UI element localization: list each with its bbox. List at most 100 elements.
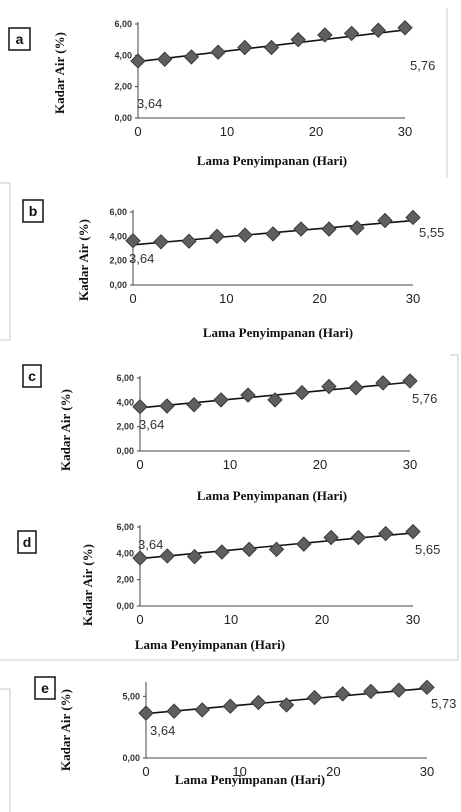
y-tick-label: 6,00 (114, 19, 132, 29)
panel-label: b (29, 203, 38, 219)
data-point (186, 397, 202, 413)
x-tick-label: 10 (223, 457, 237, 472)
y-axis-label: Kadar Air (%) (58, 689, 73, 771)
y-tick-label: 2,00 (109, 256, 127, 266)
y-tick-label: 0,00 (122, 753, 140, 763)
y-tick-label: 5,00 (122, 691, 140, 701)
data-point (209, 228, 225, 245)
data-point (166, 703, 182, 719)
x-tick-label: 0 (142, 764, 149, 779)
data-point (363, 683, 379, 700)
data-point (181, 233, 197, 249)
panel-label: d (23, 534, 32, 550)
data-point (237, 227, 253, 243)
data-point (375, 375, 391, 391)
y-tick-label: 6,00 (116, 373, 134, 383)
x-tick-label: 20 (313, 457, 327, 472)
x-tick-label: 0 (134, 124, 141, 139)
data-point (343, 25, 360, 42)
data-point (334, 686, 351, 702)
y-tick-label: 0,00 (114, 113, 132, 123)
y-tick-label: 2,00 (114, 82, 132, 92)
chart-panel-e: e 0,00 5,00 0 10 20 30 Lama Penyimpanan (Hari) K… (0, 676, 456, 812)
x-axis-label: Lama Penyimpanan (Hari) (203, 325, 353, 340)
data-label-end: 5,65 (415, 542, 440, 557)
data-point (348, 380, 364, 396)
data-point (296, 536, 312, 552)
data-point (132, 550, 148, 566)
data-point (153, 234, 169, 250)
panel-badge (22, 199, 44, 223)
data-point (294, 384, 310, 401)
data-point (159, 398, 175, 414)
data-point (125, 233, 141, 249)
data-label-start: 3,64 (139, 417, 164, 432)
y-tick-label: 6,00 (116, 522, 134, 532)
x-axis-label: Lama Penyimpanan (Hari) (197, 153, 347, 168)
data-point (321, 221, 337, 237)
data-point (159, 548, 176, 564)
data-point (183, 49, 200, 65)
x-tick-label: 0 (129, 291, 136, 306)
data-label-end: 5,73 (431, 696, 456, 711)
x-tick-label: 30 (398, 124, 412, 139)
y-tick-label: 6,00 (109, 207, 127, 217)
data-point (402, 373, 418, 389)
y-tick-label: 4,00 (109, 231, 127, 241)
data-label-start: 3,64 (138, 537, 163, 552)
x-tick-label: 10 (224, 612, 238, 627)
data-label-end: 5,76 (410, 58, 435, 73)
data-point (350, 529, 367, 546)
panel-badge (8, 27, 31, 51)
data-point (268, 541, 285, 558)
data-point (210, 44, 226, 60)
chart-panel-b: b 0,00 2,00 4,00 6,00 0 10 20 30 Lama Penyimpanan… (0, 182, 444, 341)
data-point (349, 220, 365, 236)
data-point (222, 698, 239, 714)
data-point (250, 694, 267, 711)
data-point (397, 20, 413, 36)
data-point (138, 705, 154, 721)
data-point (214, 544, 230, 560)
data-point (391, 682, 407, 698)
data-point (323, 529, 339, 546)
x-axis-label: Lama Penyimpanan (Hari) (197, 488, 347, 503)
data-point (130, 53, 146, 69)
x-tick-label: 20 (315, 612, 329, 627)
x-tick-label: 20 (312, 291, 326, 306)
y-tick-label: 2,00 (116, 575, 134, 585)
data-point (293, 221, 309, 237)
data-point (419, 679, 435, 696)
panel-badge (34, 676, 56, 700)
x-tick-label: 10 (220, 124, 234, 139)
data-point (377, 212, 393, 229)
data-point (405, 209, 421, 226)
x-tick-label: 10 (219, 291, 233, 306)
x-tick-label: 0 (136, 457, 143, 472)
x-tick-label: 20 (309, 124, 323, 139)
y-tick-label: 2,00 (116, 422, 134, 432)
data-point (370, 22, 387, 38)
chart-panel-c: c 0,00 2,00 4,00 6,00 0 10 20 30 Lama Penyimpanan… (22, 354, 459, 661)
x-tick-label: 30 (406, 291, 420, 306)
data-point (213, 392, 229, 408)
data-point (321, 378, 337, 395)
panel-label: a (16, 31, 24, 47)
data-point (377, 525, 394, 542)
y-axis-label: Kadar Air (%) (58, 389, 73, 471)
data-point (306, 689, 323, 706)
data-point (267, 392, 283, 408)
y-tick-label: 0,00 (116, 446, 134, 456)
y-tick-label: 4,00 (116, 548, 134, 558)
x-tick-label: 0 (136, 612, 143, 627)
data-point (265, 226, 281, 242)
y-tick-label: 4,00 (114, 50, 132, 60)
panel-badge (22, 364, 42, 388)
data-label-end: 5,55 (419, 225, 444, 240)
data-point (278, 697, 295, 713)
data-point (290, 31, 306, 48)
y-tick-label: 0,00 (109, 280, 127, 290)
chart-panel-a: a 0,00 2,00 4,00 6,00 0 10 20 30 Lama Penyimpanan… (8, 8, 448, 178)
x-axis-label: Lama Penyimpanan (Hari) (135, 637, 285, 652)
data-point (241, 541, 257, 558)
